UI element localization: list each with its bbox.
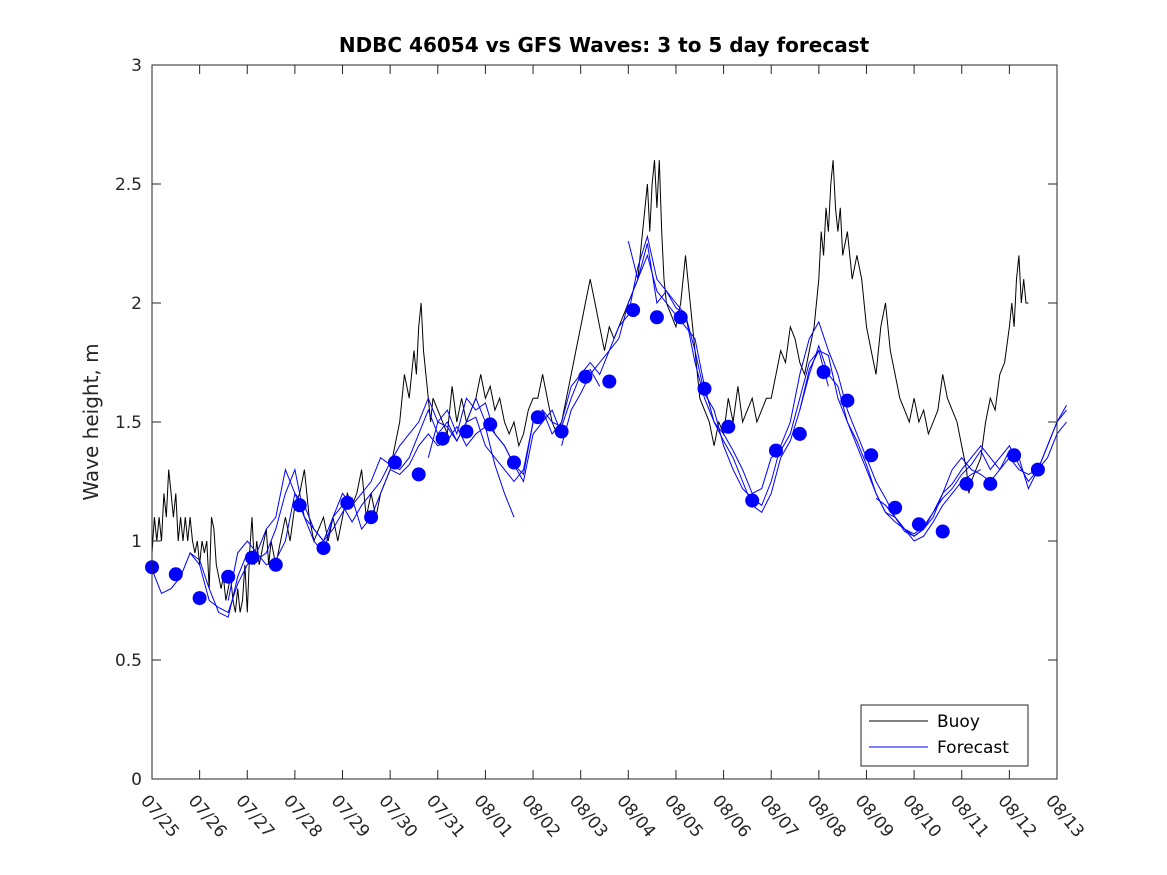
legend-forecast-label: Forecast	[937, 738, 1009, 758]
forecast-marker	[459, 424, 474, 439]
forecast-marker	[316, 541, 331, 556]
y-tick-label: 2	[131, 294, 142, 314]
forecast-run-line-5	[561, 234, 982, 542]
forecast-run-line-8	[875, 405, 1067, 537]
y-tick-label: 0.5	[115, 651, 142, 671]
forecast-marker	[364, 510, 379, 525]
forecast-marker	[840, 393, 855, 408]
forecast-marker	[483, 417, 498, 432]
forecast-marker	[340, 495, 355, 510]
forecast-run-line-4	[427, 253, 829, 495]
forecast-marker	[816, 365, 831, 379]
forecast-marker	[411, 467, 426, 482]
forecast-marker	[268, 557, 283, 572]
y-tick-label: 1.5	[115, 413, 142, 433]
forecast-marker	[673, 310, 688, 325]
y-axis-ticks: 0 0.5 1 1.5 2 2.5 3	[115, 56, 1057, 790]
forecast-run-line-6	[627, 240, 1067, 537]
y-tick-label: 3	[131, 56, 142, 76]
forecast-marker	[245, 550, 259, 565]
forecast-marker	[554, 424, 569, 439]
legend-box	[860, 704, 1029, 767]
forecast-marker	[983, 476, 998, 491]
legend: Buoy Forecast	[860, 704, 1029, 767]
forecast-marker	[911, 517, 926, 532]
forecast-marker	[745, 493, 760, 508]
forecast-marker	[507, 455, 521, 470]
forecast-marker	[435, 431, 450, 446]
forecast-marker	[1030, 462, 1045, 477]
forecast-marker	[168, 567, 183, 582]
forecast-marker	[192, 591, 207, 606]
forecast-marker	[721, 419, 736, 434]
y-tick-label: 2.5	[115, 175, 142, 195]
forecast-marker	[1007, 448, 1022, 463]
forecast-marker	[959, 476, 974, 491]
chart-title: NDBC 46054 vs GFS Waves: 3 to 5 day fore…	[339, 33, 870, 57]
forecast-marker	[387, 455, 402, 470]
forecast-marker	[697, 381, 712, 396]
legend-buoy-label: Buoy	[937, 712, 980, 732]
forecast-marker	[530, 410, 545, 425]
y-axis-label: Wave height, m	[79, 343, 103, 500]
forecast-run-line-1	[151, 425, 515, 614]
forecast-marker	[935, 524, 950, 539]
forecast-marker	[792, 426, 807, 441]
forecast-marker	[292, 498, 307, 513]
y-tick-label: 0	[131, 770, 142, 790]
y-tick-label: 1	[131, 532, 142, 552]
forecast-marker	[649, 310, 664, 325]
forecast-marker	[578, 369, 593, 384]
forecast-marker	[626, 303, 641, 318]
forecast-marker	[602, 374, 617, 389]
forecast-marker	[888, 500, 903, 515]
plot-area	[152, 65, 1057, 779]
forecast-marker	[769, 443, 783, 458]
forecast-markers	[145, 303, 1045, 606]
forecast-marker	[864, 448, 879, 463]
forecast-marker	[221, 569, 236, 584]
